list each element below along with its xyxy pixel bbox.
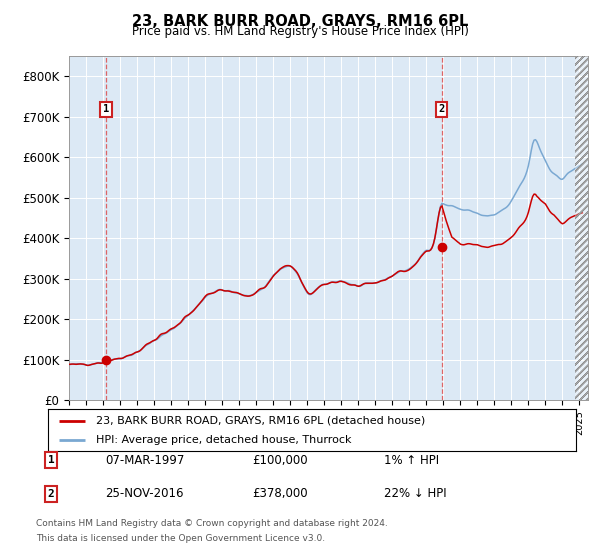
Text: This data is licensed under the Open Government Licence v3.0.: This data is licensed under the Open Gov… bbox=[36, 534, 325, 543]
Text: Price paid vs. HM Land Registry's House Price Index (HPI): Price paid vs. HM Land Registry's House … bbox=[131, 25, 469, 38]
Text: £378,000: £378,000 bbox=[252, 487, 308, 501]
Text: 1% ↑ HPI: 1% ↑ HPI bbox=[384, 454, 439, 467]
Text: 2: 2 bbox=[439, 104, 445, 114]
Text: HPI: Average price, detached house, Thurrock: HPI: Average price, detached house, Thur… bbox=[95, 435, 351, 445]
Text: 23, BARK BURR ROAD, GRAYS, RM16 6PL: 23, BARK BURR ROAD, GRAYS, RM16 6PL bbox=[132, 14, 468, 29]
Bar bbox=[575, 56, 588, 400]
Bar bbox=[575, 56, 588, 400]
Text: £100,000: £100,000 bbox=[252, 454, 308, 467]
Text: 2: 2 bbox=[47, 489, 55, 499]
Text: 22% ↓ HPI: 22% ↓ HPI bbox=[384, 487, 446, 501]
Text: 25-NOV-2016: 25-NOV-2016 bbox=[105, 487, 184, 501]
Text: 07-MAR-1997: 07-MAR-1997 bbox=[105, 454, 184, 467]
Text: Contains HM Land Registry data © Crown copyright and database right 2024.: Contains HM Land Registry data © Crown c… bbox=[36, 519, 388, 528]
Text: 1: 1 bbox=[103, 104, 109, 114]
Text: 1: 1 bbox=[47, 455, 55, 465]
Text: 23, BARK BURR ROAD, GRAYS, RM16 6PL (detached house): 23, BARK BURR ROAD, GRAYS, RM16 6PL (det… bbox=[95, 416, 425, 426]
